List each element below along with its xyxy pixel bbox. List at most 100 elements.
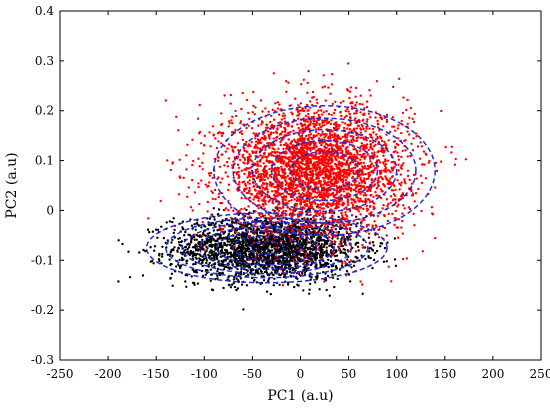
data-point bbox=[200, 179, 203, 182]
data-point bbox=[353, 153, 356, 157]
data-point bbox=[408, 207, 412, 211]
data-point bbox=[290, 247, 293, 251]
data-point bbox=[192, 235, 196, 238]
data-point bbox=[200, 226, 203, 229]
data-point bbox=[307, 165, 311, 168]
data-point bbox=[363, 218, 366, 221]
data-point bbox=[406, 155, 409, 158]
data-point bbox=[386, 159, 390, 162]
data-point bbox=[241, 247, 244, 251]
data-point bbox=[229, 93, 233, 97]
data-point bbox=[355, 101, 358, 104]
data-point bbox=[275, 136, 278, 139]
data-point bbox=[229, 102, 232, 105]
data-point bbox=[334, 149, 337, 152]
data-point bbox=[333, 242, 336, 246]
data-point bbox=[281, 182, 284, 185]
data-point bbox=[282, 253, 286, 257]
data-point bbox=[224, 258, 227, 262]
data-point bbox=[382, 125, 385, 128]
data-point bbox=[357, 241, 360, 245]
data-point bbox=[402, 162, 405, 165]
data-point bbox=[370, 186, 373, 189]
data-point bbox=[248, 117, 251, 121]
data-point bbox=[229, 260, 232, 263]
data-point bbox=[239, 264, 242, 267]
data-point bbox=[284, 180, 288, 183]
data-point bbox=[255, 235, 258, 238]
data-point bbox=[341, 135, 344, 139]
data-point bbox=[308, 282, 312, 286]
data-point bbox=[363, 165, 367, 168]
data-point bbox=[190, 238, 193, 242]
data-point bbox=[332, 225, 335, 228]
data-point bbox=[177, 246, 180, 250]
data-point bbox=[312, 178, 315, 182]
data-point bbox=[312, 233, 315, 236]
data-point bbox=[297, 162, 300, 165]
data-point bbox=[212, 229, 216, 232]
data-point bbox=[297, 284, 300, 287]
data-point bbox=[328, 132, 332, 135]
data-point bbox=[318, 228, 322, 231]
data-point bbox=[276, 107, 280, 110]
data-point bbox=[317, 203, 320, 207]
data-point bbox=[257, 220, 261, 223]
data-point bbox=[177, 263, 180, 266]
data-point bbox=[305, 143, 309, 146]
data-point bbox=[348, 226, 352, 230]
data-point bbox=[364, 167, 368, 170]
data-point bbox=[301, 271, 304, 275]
data-point bbox=[276, 255, 279, 258]
data-point bbox=[288, 253, 292, 256]
data-point bbox=[314, 257, 317, 261]
data-point bbox=[287, 235, 291, 239]
data-point bbox=[248, 182, 251, 185]
data-point bbox=[352, 264, 356, 267]
data-point bbox=[248, 196, 252, 199]
data-point bbox=[354, 187, 358, 190]
data-point bbox=[159, 199, 162, 203]
data-point bbox=[357, 210, 360, 213]
data-point bbox=[297, 126, 300, 130]
data-point bbox=[264, 256, 268, 259]
data-point bbox=[375, 80, 379, 83]
data-point bbox=[325, 133, 328, 136]
data-point bbox=[192, 252, 195, 255]
data-point bbox=[344, 181, 348, 185]
data-point bbox=[321, 248, 324, 252]
data-point bbox=[341, 144, 344, 147]
data-point bbox=[317, 248, 320, 251]
data-point bbox=[168, 220, 172, 223]
data-point bbox=[248, 226, 251, 229]
data-point bbox=[172, 231, 175, 235]
data-point bbox=[397, 143, 400, 147]
data-point bbox=[217, 260, 220, 263]
data-point bbox=[197, 157, 200, 160]
data-point bbox=[252, 104, 255, 108]
data-point bbox=[292, 129, 295, 132]
data-point bbox=[251, 151, 254, 154]
data-point bbox=[289, 195, 293, 199]
data-point bbox=[344, 147, 347, 151]
data-point bbox=[266, 190, 269, 194]
data-point bbox=[384, 170, 388, 173]
data-point bbox=[213, 255, 216, 258]
data-point bbox=[254, 249, 257, 252]
data-point bbox=[306, 91, 309, 95]
data-point bbox=[287, 168, 291, 171]
data-point bbox=[329, 259, 333, 263]
data-point bbox=[403, 178, 406, 181]
data-point bbox=[368, 133, 372, 136]
data-point bbox=[385, 120, 389, 124]
data-point bbox=[217, 195, 220, 199]
data-point bbox=[390, 280, 393, 283]
data-point bbox=[271, 273, 274, 276]
data-point bbox=[171, 161, 175, 164]
data-point bbox=[393, 223, 396, 227]
data-point bbox=[255, 251, 258, 254]
data-point bbox=[372, 171, 375, 174]
data-point bbox=[371, 248, 374, 251]
data-point bbox=[268, 137, 271, 140]
data-point bbox=[211, 191, 214, 195]
